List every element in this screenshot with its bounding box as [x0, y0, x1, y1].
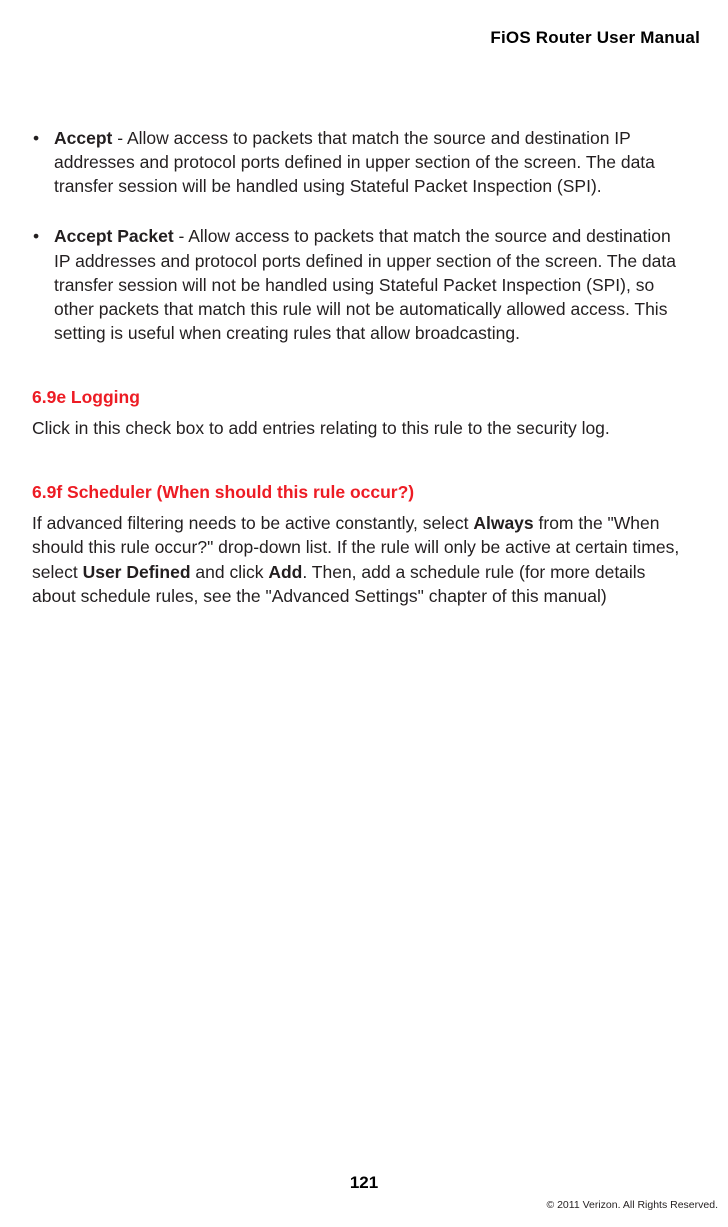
page-number: 121	[0, 1173, 728, 1193]
section-heading-scheduler: 6.9f Scheduler (When should this rule oc…	[32, 482, 696, 503]
section-paragraph-logging: Click in this check box to add entries r…	[32, 416, 696, 440]
bullet-term: Accept	[54, 128, 112, 148]
paragraph-text: and click	[191, 562, 269, 582]
bullet-item: • Accept Packet - Allow access to packet…	[32, 224, 696, 345]
document-header-title: FiOS Router User Manual	[28, 28, 700, 48]
section-paragraph-scheduler: If advanced filtering needs to be active…	[32, 511, 696, 608]
bullet-text: Accept Packet - Allow access to packets …	[54, 224, 696, 345]
paragraph-text-bold: Always	[473, 513, 533, 533]
bullet-item: • Accept - Allow access to packets that …	[32, 126, 696, 198]
bullet-desc: - Allow access to packets that match the…	[54, 128, 655, 196]
section-heading-logging: 6.9e Logging	[32, 387, 696, 408]
paragraph-text: Click in this check box to add entries r…	[32, 418, 610, 438]
page-content: • Accept - Allow access to packets that …	[28, 126, 700, 608]
paragraph-text-bold: Add	[268, 562, 302, 582]
bullet-marker: •	[32, 224, 54, 345]
paragraph-text: If advanced filtering needs to be active…	[32, 513, 473, 533]
bullet-term: Accept Packet	[54, 226, 174, 246]
copyright-notice: © 2011 Verizon. All Rights Reserved.	[546, 1199, 718, 1211]
paragraph-text-bold: User Defined	[83, 562, 191, 582]
bullet-marker: •	[32, 126, 54, 198]
bullet-text: Accept - Allow access to packets that ma…	[54, 126, 696, 198]
